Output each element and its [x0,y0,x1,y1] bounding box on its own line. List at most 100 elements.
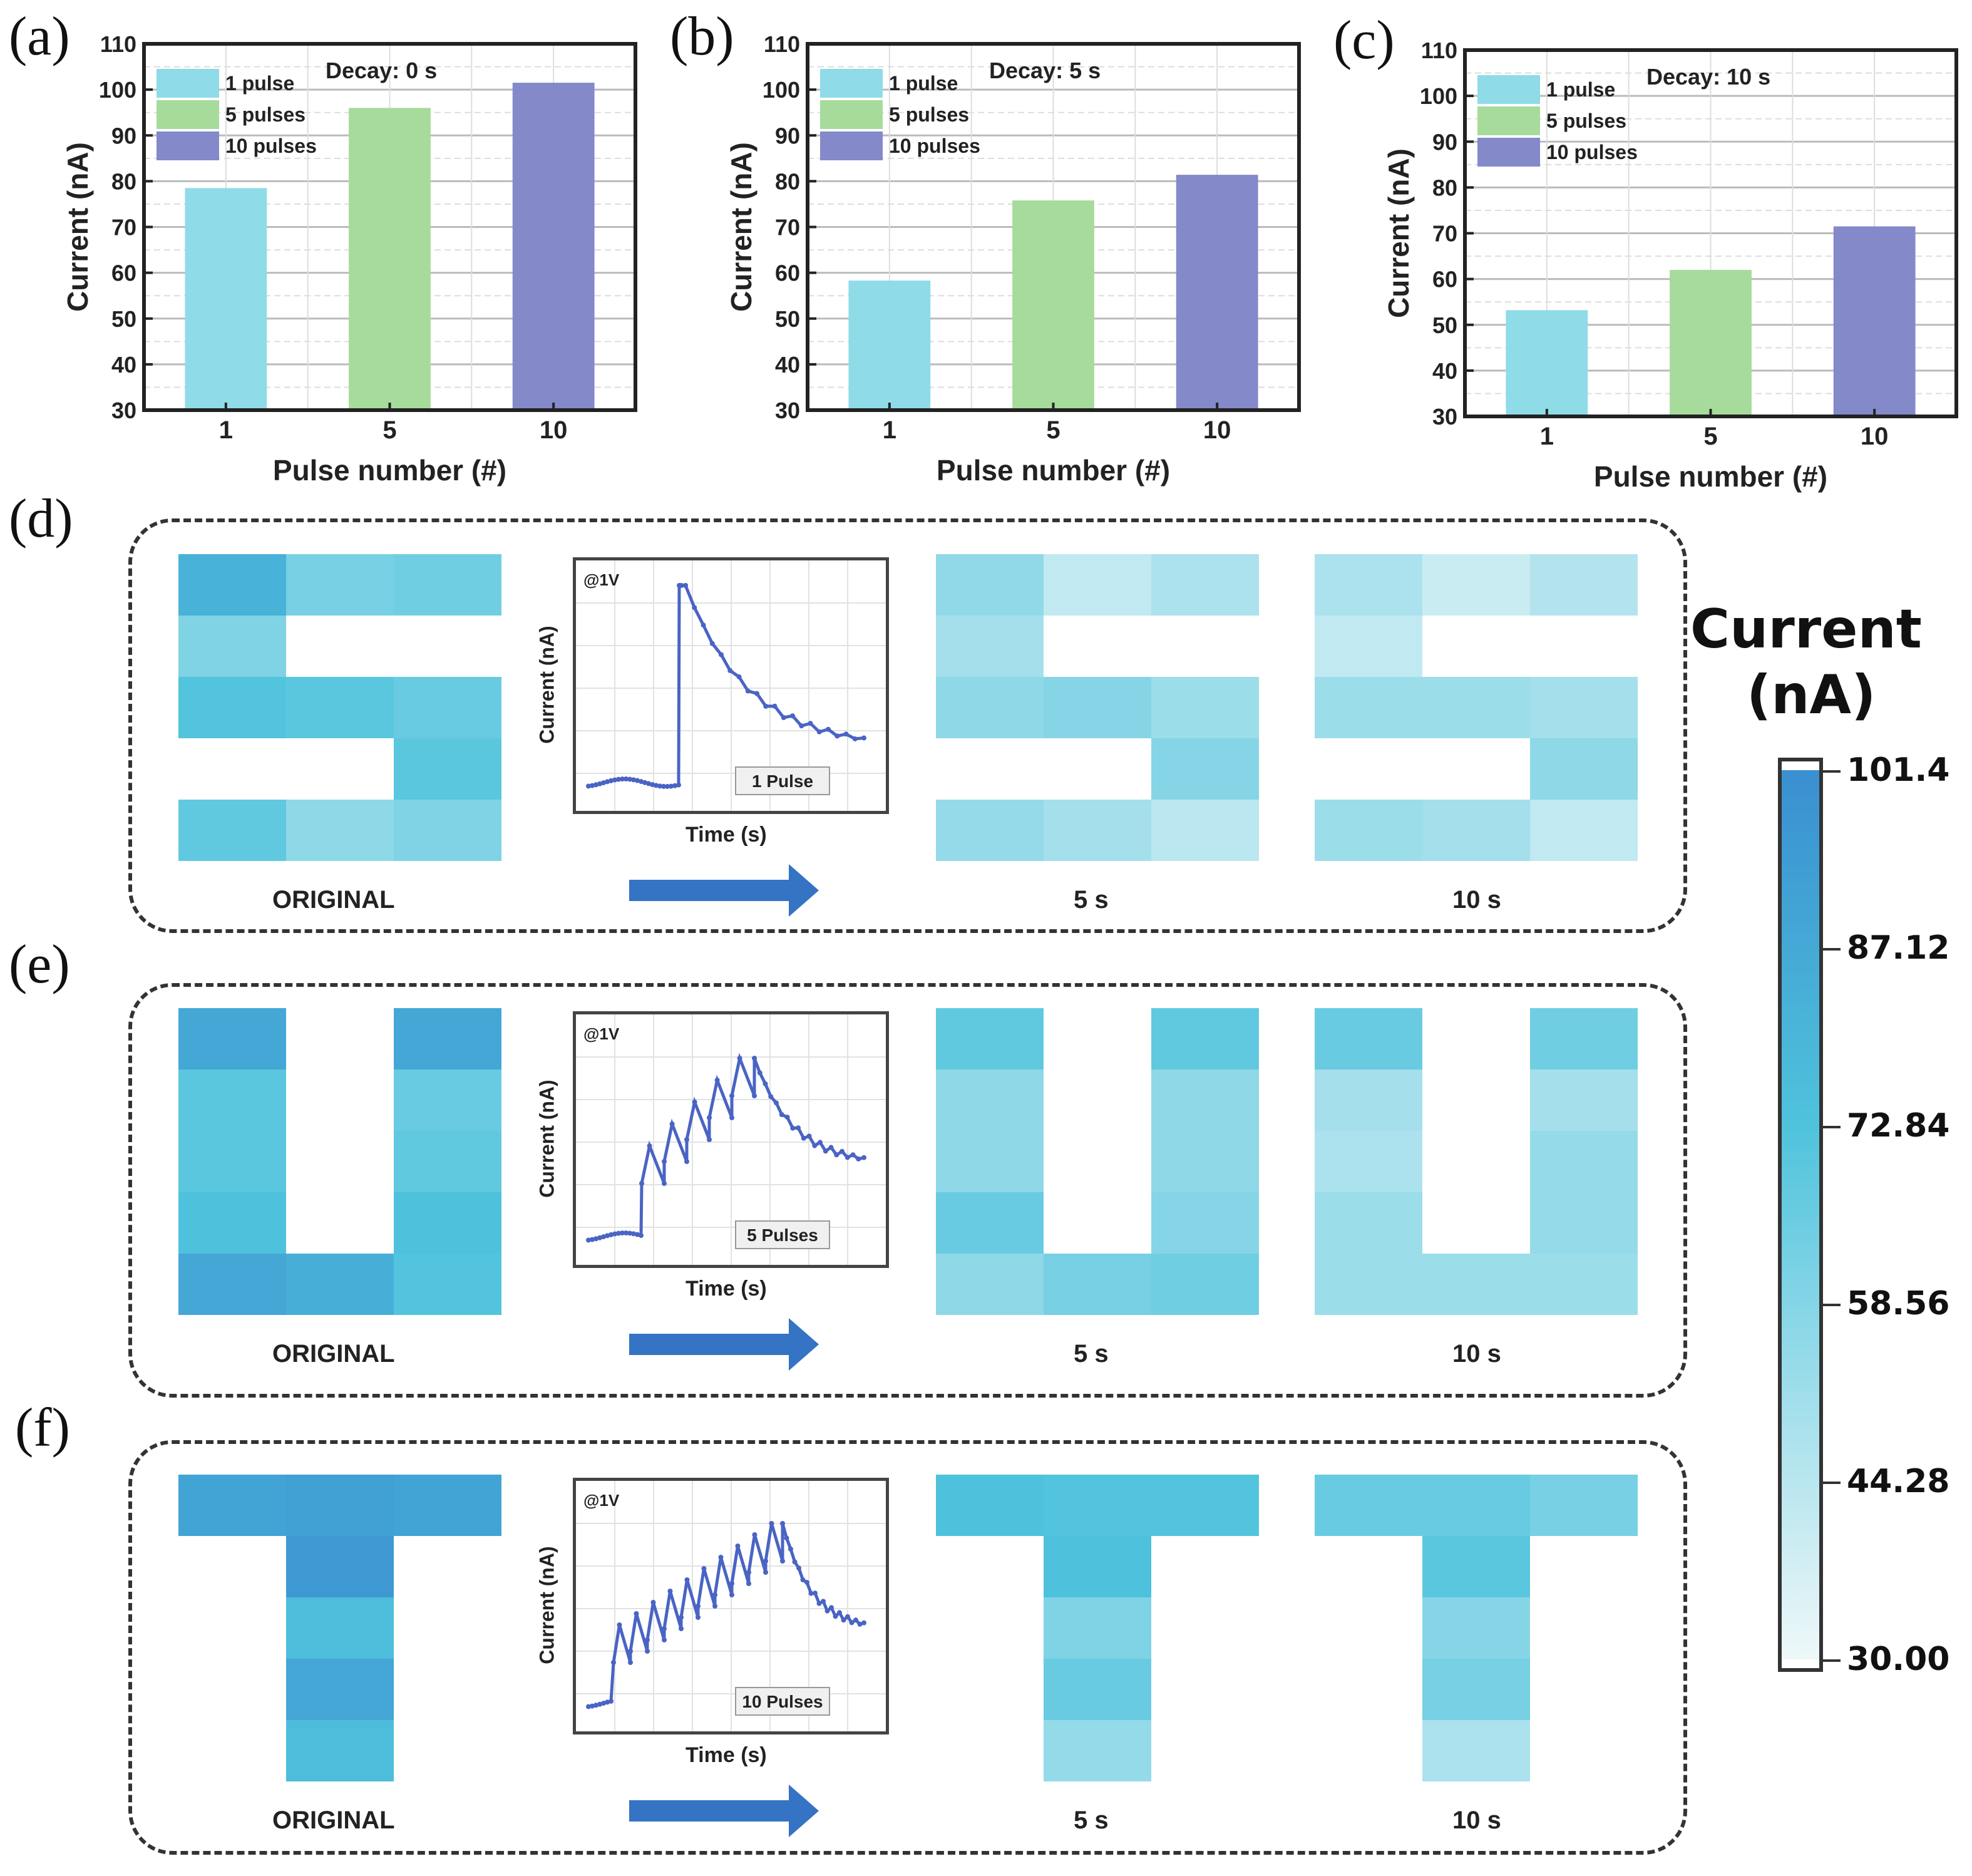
trace-point [719,652,724,657]
trace-point [845,1155,850,1160]
trace-point [627,776,632,782]
x-tick-label: 10 [1861,423,1889,450]
y-tick-label: 90 [111,123,136,148]
trace-point [818,1140,823,1145]
trace-point [586,1237,591,1243]
trace-point [849,1620,855,1626]
trace-point [605,1699,610,1705]
pixel-cell [178,1475,286,1536]
trace-point [634,1611,639,1616]
pixel-cell [1044,1659,1151,1720]
pixel-cell [178,1192,286,1254]
trace-point [692,1100,697,1105]
trace-point [605,1233,610,1239]
legend-label: 10 pulses [225,135,317,157]
pixel-cell [1530,1069,1638,1131]
pixel-cell [1530,1131,1638,1192]
inset-y-label: Current (nA) [535,1546,558,1664]
colorbar-tick-label: 30.00 [1847,1641,1950,1678]
trace-point [707,1115,712,1120]
trace-point [763,1081,768,1086]
y-tick-label: 30 [775,398,800,423]
trace-point [631,1231,636,1237]
legend-swatch [157,131,219,160]
x-tick-label: 5 [383,416,396,444]
bar-chart-b: 1 5 10 30 40 50 60 70 80 90 100 110 1 pulse 5 pulses 1… [720,19,1321,488]
pixel-cell [1422,1475,1530,1536]
trace-point [635,778,640,783]
trace-point [784,1535,789,1541]
pixel-cell [286,554,394,616]
trace-point [729,1581,734,1586]
pulse-count-label: 10 Pulses [742,1692,823,1711]
trace-point [718,1555,724,1560]
trace-point [752,1056,757,1061]
y-tick-label: 90 [1432,129,1457,155]
pixel-cell [286,800,394,861]
y-tick-label: 100 [99,77,136,103]
trace-point [609,778,614,783]
plot-frame [1463,48,1958,418]
pixel-cell [1151,1008,1259,1069]
trace-point [639,779,644,785]
trace-point [856,1156,861,1162]
pixel-cell [1044,1254,1151,1315]
trace-point [800,1577,806,1583]
pixel-cell [1315,800,1422,861]
trace-point [676,782,681,788]
trace-point [639,1181,644,1186]
pulse-count-label: 1 Pulse [752,771,813,791]
pixel-cell [1422,1254,1530,1315]
x-tick-label: 10 [540,416,568,444]
plot-frame [806,42,1301,412]
y-tick-label: 40 [775,352,800,378]
colorbar-tick-label: 72.84 [1847,1107,1950,1145]
panel-label-c: (c) [1333,10,1395,71]
trace-point [650,781,655,787]
pixel-cell [1422,554,1530,616]
pixel-cell [1315,616,1422,677]
trace-point [857,1621,863,1627]
pixel-cell [936,1475,1044,1536]
trace-point [746,1581,751,1586]
pixel-cell [1422,1720,1530,1781]
trace-point [667,1589,673,1594]
y-tick-label: 30 [1432,404,1457,430]
x-tick-label: 5 [1046,416,1060,444]
x-axis-label: Pulse number (#) [937,454,1170,487]
pixel-cell [394,1475,501,1536]
pixel-cell [178,1254,286,1315]
pixel-cell [178,1069,286,1131]
trace-point [679,1626,684,1631]
current-trace-line [588,584,865,788]
trace-point [590,783,595,788]
trace-point [736,674,742,679]
y-axis-label: Current (nA) [1382,148,1415,318]
trace-point [679,583,684,588]
trace-point [616,776,621,782]
trace-point [601,1701,606,1706]
trace-point [790,713,795,719]
trace-point [823,1148,828,1154]
trace-point [781,714,786,720]
trace-point [772,703,778,709]
trace-point [804,1580,809,1585]
pixel-cell [1044,1597,1151,1659]
legend-swatch [157,100,219,129]
bar-chart-c: 1 5 10 30 40 50 60 70 80 90 100 110 1 pulse 5 pulses 1… [1377,25,1972,495]
trace-point [763,1559,768,1564]
legend-label: 5 pulses [225,103,306,126]
legend-swatch [1477,138,1540,167]
trace-point [609,1698,614,1704]
bar-10 [1833,226,1916,416]
inset-current-trace: @1V 10 Pulses [573,1478,892,1738]
trace-point [645,1649,650,1654]
trace-point [605,779,610,785]
voltage-label: @1V [583,570,620,589]
trace-point [746,1570,751,1575]
trace-point [745,688,751,694]
trace-point [661,783,666,789]
trace-point [788,1546,793,1552]
y-tick-label: 50 [111,306,136,332]
trace-point [828,1145,834,1150]
